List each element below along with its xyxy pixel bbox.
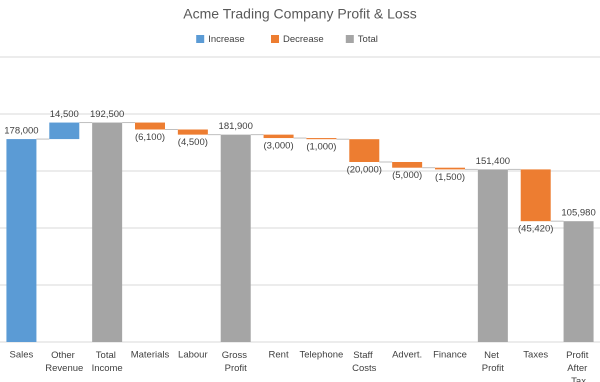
x-tick-label: Telephone <box>299 350 343 361</box>
data-label: (20,000) <box>347 165 382 176</box>
data-label: 181,900 <box>219 121 253 132</box>
x-tick-label: Taxes <box>523 350 548 361</box>
x-tick-label: Materials <box>131 350 170 361</box>
x-tick-label: Finance <box>433 350 467 361</box>
data-label: (6,100) <box>135 132 165 143</box>
x-tick-label: Profit After Tax <box>566 350 591 382</box>
data-label: (5,000) <box>392 170 422 181</box>
bar <box>563 221 594 342</box>
data-label: (1,500) <box>435 172 465 183</box>
data-label: 192,500 <box>90 109 124 120</box>
data-label: 151,400 <box>476 156 510 167</box>
bar <box>349 139 380 162</box>
x-tick-label: Total Income <box>92 350 123 374</box>
legend-label: Increase <box>208 34 244 45</box>
bar <box>306 138 337 140</box>
legend-label: Total <box>358 34 378 45</box>
x-tick-label: Labour <box>178 350 208 361</box>
bar <box>520 169 551 222</box>
bar <box>49 122 80 140</box>
bar <box>435 167 465 170</box>
data-label: (3,000) <box>264 141 294 152</box>
data-label: (45,420) <box>518 224 553 235</box>
chart-title: Acme Trading Company Profit & Loss <box>183 6 416 22</box>
bar <box>477 169 508 342</box>
bar <box>135 122 165 130</box>
x-tick-label: Net Profit <box>482 350 505 374</box>
data-label: 14,500 <box>50 109 79 120</box>
bar <box>6 139 37 342</box>
bar <box>177 129 208 135</box>
data-label: 178,000 <box>4 126 38 137</box>
legend-swatch <box>271 35 279 43</box>
bar <box>220 134 251 342</box>
legend-swatch <box>345 35 354 43</box>
x-tick-label: Other Revenue <box>45 350 83 374</box>
legend-label: Decrease <box>283 34 324 45</box>
bar <box>263 134 294 139</box>
x-tick-label: Rent <box>269 350 289 361</box>
data-label: (1,000) <box>306 142 336 153</box>
data-label: 105,980 <box>561 208 595 219</box>
bar <box>92 122 123 342</box>
data-label: (4,500) <box>178 137 208 148</box>
x-tick-label: Advert. <box>392 350 422 361</box>
bar <box>392 161 423 168</box>
x-tick-label: Staff Costs <box>352 350 377 374</box>
x-tick-label: Gross Profit <box>222 350 250 374</box>
x-tick-label: Sales <box>10 350 34 361</box>
legend-swatch <box>196 35 205 43</box>
